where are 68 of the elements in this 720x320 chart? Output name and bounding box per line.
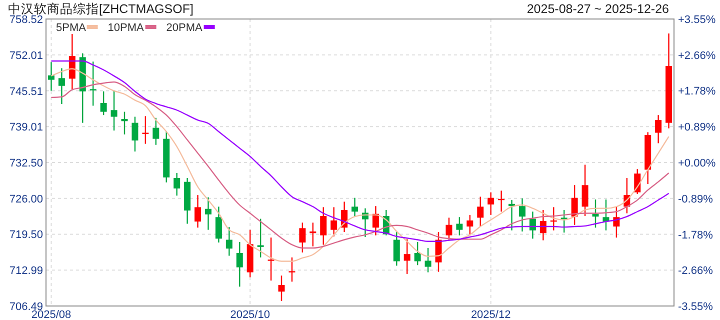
candlestick	[414, 241, 421, 266]
candlestick	[58, 68, 65, 105]
y2-tick-label: +0.00%	[678, 158, 716, 170]
y-tick-label: 712.99	[9, 265, 43, 278]
candlestick	[68, 33, 76, 90]
candlestick	[215, 206, 222, 244]
candlestick	[582, 164, 588, 217]
candlestick	[152, 117, 160, 146]
x-tick-label: 2025/08	[31, 309, 72, 320]
candlestick	[456, 216, 463, 236]
candlestick	[174, 172, 180, 196]
candlestick	[194, 194, 202, 228]
y-tick-label: 726.00	[9, 193, 43, 206]
candlestick	[288, 256, 296, 282]
candlestick	[424, 247, 432, 273]
y-tick-label: 752.01	[9, 50, 43, 62]
legend-label: 20PMA	[166, 22, 204, 34]
candlestick	[540, 209, 546, 241]
candlestick	[352, 197, 358, 218]
candlestick	[655, 114, 662, 144]
candlestick	[560, 209, 568, 234]
candlestick	[372, 206, 379, 236]
candlestick	[110, 90, 118, 132]
chart-subtitle: 2025-08-27 ~ 2025-12-26	[526, 2, 670, 16]
candlestick	[518, 198, 526, 232]
chart-title: 中汉软商品综指[ZHCTMAGSOF]	[8, 2, 194, 16]
legend-label: 5PMA	[56, 22, 87, 34]
candlestick	[204, 196, 212, 230]
y2-tick-label: -2.66%	[678, 265, 714, 278]
candlestick	[299, 222, 306, 254]
x-tick-label: 2025/12	[470, 309, 511, 320]
y-tick-label: 732.50	[9, 158, 43, 170]
y-tick-label: 758.52	[9, 14, 43, 26]
candlestick	[278, 275, 285, 302]
candlestick	[320, 206, 327, 246]
candlestick	[100, 90, 107, 116]
candlestick	[466, 214, 474, 236]
y2-tick-label: +3.55%	[678, 14, 716, 26]
y-tick-label: 719.50	[9, 229, 43, 242]
candlestick	[529, 211, 536, 240]
candlestick	[488, 192, 494, 216]
y2-tick-label: +0.89%	[678, 122, 716, 134]
legend-label: 10PMA	[108, 22, 145, 34]
candlestick	[132, 116, 138, 152]
candlestick	[404, 238, 410, 275]
candlestick	[330, 206, 338, 238]
y2-tick-label: -1.78%	[678, 229, 714, 242]
candlestick	[90, 60, 96, 106]
candlestick	[393, 231, 400, 266]
candlestick	[310, 222, 316, 247]
candlestick	[362, 208, 368, 238]
y2-tick-label: -0.89%	[678, 193, 714, 206]
candlestick	[257, 218, 264, 258]
candlestick	[142, 116, 149, 144]
candlestick	[477, 196, 484, 228]
candlestick	[48, 62, 54, 92]
candlestick	[236, 241, 243, 288]
y2-tick-label: -3.55%	[678, 301, 714, 313]
candlestick	[634, 168, 641, 195]
y-tick-label: 745.51	[9, 86, 43, 98]
y2-tick-label: +1.78%	[678, 86, 716, 98]
candlestick	[446, 217, 452, 240]
candlestick	[602, 198, 610, 231]
x-tick-label: 2025/10	[230, 309, 270, 320]
y2-tick-label: +2.66%	[678, 50, 716, 62]
y-tick-label: 739.01	[9, 122, 43, 134]
candlestick	[226, 226, 232, 256]
candlestick	[268, 236, 274, 282]
